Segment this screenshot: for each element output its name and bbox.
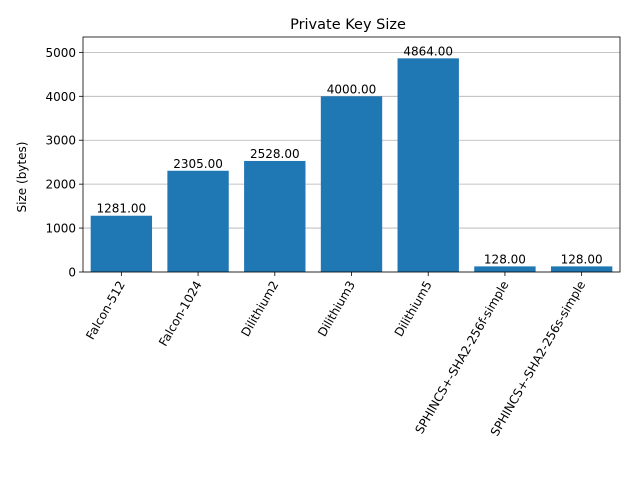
x-tick-label: Dilithium2 (238, 279, 281, 340)
bar-value-label: 1281.00 (97, 202, 147, 216)
bar-value-labels: 1281.00 2305.00 2528.00 4000.00 4864.00 128.0… (97, 44, 603, 266)
bar-value-label: 2305.00 (173, 157, 223, 171)
x-tick-label: SPHINCS+-SHA2-256s-simple (488, 279, 588, 439)
bar (320, 96, 383, 272)
bar (474, 266, 536, 272)
x-tick-label: Dilithium5 (392, 279, 435, 340)
y-tick-label: 5000 (45, 46, 76, 60)
axes-frame (82, 36, 621, 273)
y-axis-label: Size (bytes) (15, 142, 29, 213)
bar-value-label: 128.00 (484, 252, 526, 266)
y-tick-label: 2000 (45, 178, 76, 192)
bars (90, 58, 613, 273)
bar (90, 215, 153, 272)
y-axis-ticks: 0 1000 2000 3000 4000 5000 (45, 46, 83, 280)
x-tick-label: Falcon-1024 (156, 279, 205, 349)
bar-value-label: 4000.00 (327, 82, 377, 96)
chart-title: Private Key Size (290, 17, 406, 33)
bar-value-label: 4864.00 (403, 44, 453, 58)
y-tick-label: 3000 (45, 134, 76, 148)
x-tick-label: Dilithium3 (315, 279, 358, 340)
bar (244, 160, 306, 272)
y-tick-label: 1000 (45, 222, 76, 236)
bar-value-label: 128.00 (561, 252, 603, 266)
x-tick-label: Falcon-512 (83, 279, 128, 343)
y-tick-label: 0 (68, 266, 76, 280)
x-tick-label: SPHINCS+-SHA2-256f-simple (412, 279, 511, 437)
y-tick-label: 4000 (45, 90, 76, 104)
bar (550, 266, 613, 272)
bar (167, 170, 229, 272)
x-axis-ticks: Falcon-512 Falcon-1024 Dilithium2 Dilithium… (83, 272, 588, 439)
bar (397, 58, 459, 273)
axes-border (82, 36, 621, 273)
bar-value-label: 2528.00 (250, 147, 300, 161)
